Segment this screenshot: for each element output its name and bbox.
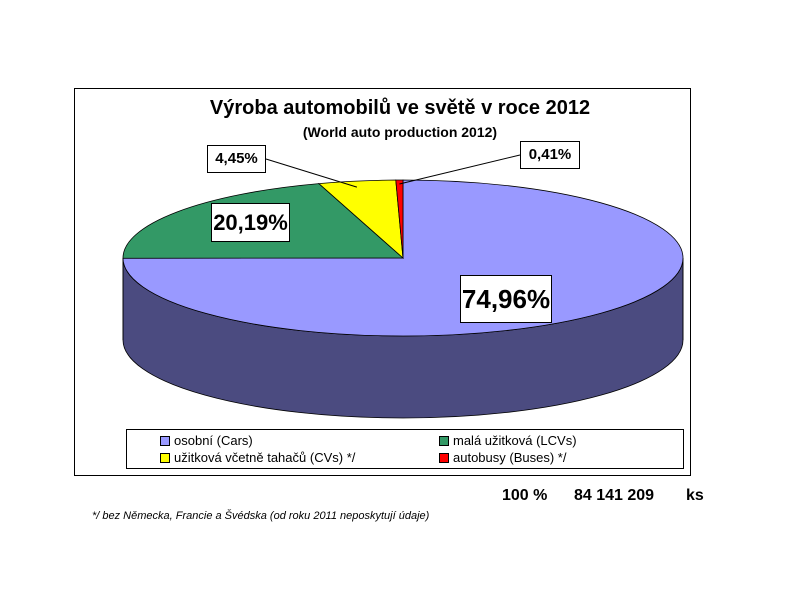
legend-label-lcvs: malá užitková (LCVs) <box>453 433 577 448</box>
legend-swatch-cvs <box>160 452 170 463</box>
legend-label-cars: osobní (Cars) <box>174 433 253 448</box>
chart-title: Výroba automobilů ve světě v roce 2012 <box>209 97 591 119</box>
legend-label-buses: autobusy (Buses) */ <box>453 450 567 465</box>
legend: osobní (Cars) malá užitková (LCVs) užitk… <box>126 429 684 469</box>
legend-swatch-lcvs <box>439 435 449 446</box>
chart-subtitle: (World auto production 2012) <box>302 124 498 140</box>
data-label-lcvs: 20,19% <box>211 203 290 242</box>
leader-line-cvs <box>265 158 358 188</box>
footnote: */ bez Německa, Francie a Švédska (od ro… <box>92 510 430 522</box>
pie-slice-buses <box>395 179 404 259</box>
legend-item-cars: osobní (Cars) <box>160 432 253 450</box>
total-unit: ks <box>686 487 704 504</box>
legend-item-lcvs: malá užitková (LCVs) <box>439 432 577 450</box>
data-label-buses: 0,41% <box>520 141 580 169</box>
data-label-cvs: 4,45% <box>207 145 266 173</box>
legend-swatch-buses <box>439 452 449 463</box>
total-count: 84 141 209 <box>574 487 655 504</box>
total-percent: 100 % <box>502 487 548 504</box>
legend-label-cvs: užitková včetně tahačů (CVs) */ <box>174 450 356 465</box>
legend-swatch-cars <box>160 435 170 446</box>
data-label-cars: 74,96% <box>460 275 552 323</box>
legend-item-cvs: užitková včetně tahačů (CVs) */ <box>160 449 355 467</box>
leader-line-buses <box>399 154 521 185</box>
legend-item-buses: autobusy (Buses) */ <box>439 449 566 467</box>
